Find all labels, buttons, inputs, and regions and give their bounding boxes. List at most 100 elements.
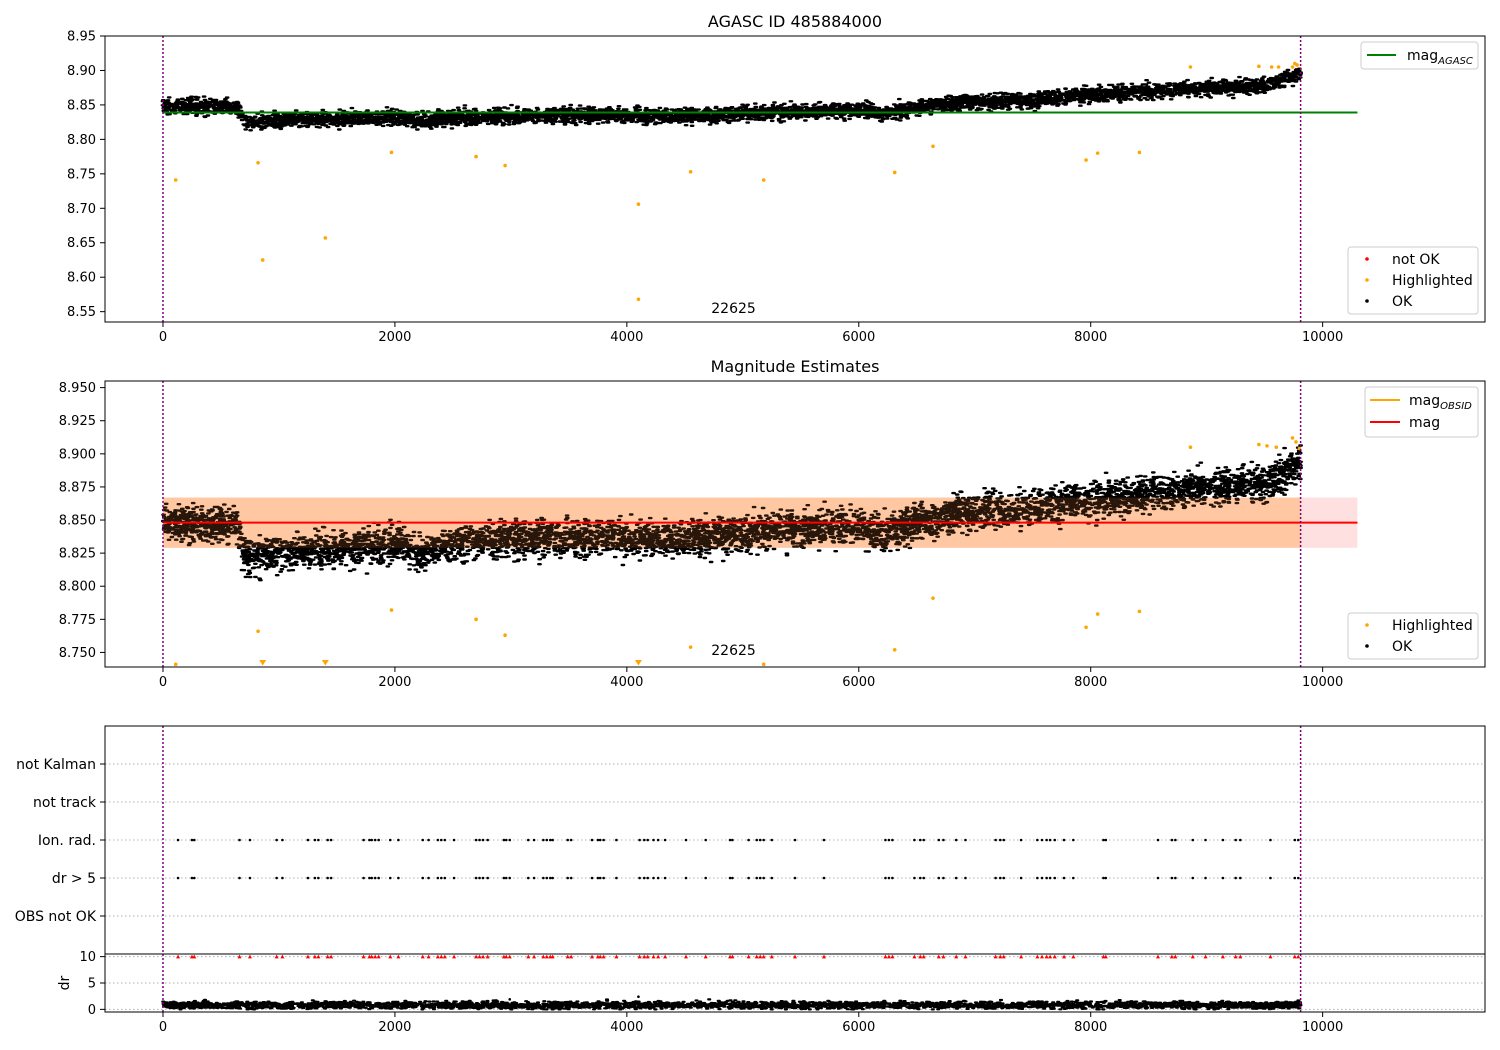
dr-clipped-marker: [936, 954, 941, 959]
flags-point: [891, 876, 894, 880]
flags-point: [596, 876, 600, 880]
flags-point: [440, 876, 443, 880]
estimates-ytick-label: 8.800: [59, 580, 96, 595]
agasc-point-legend-frame: [1347, 246, 1479, 315]
dr-outlier-point: [637, 995, 640, 999]
dr-clipped-marker: [1238, 954, 1243, 959]
flags-point: [192, 838, 196, 842]
flags-point: [190, 876, 194, 880]
flags-point: [474, 876, 478, 880]
dr-clipped-marker: [730, 954, 735, 959]
dr-clipped-marker: [1052, 954, 1057, 959]
flags-point: [913, 876, 916, 880]
agasc-highlighted-point: [931, 144, 935, 149]
flags-point: [427, 838, 430, 842]
dr-clipped-marker: [642, 954, 647, 959]
flags-point: [793, 876, 797, 880]
flags-point: [1019, 838, 1023, 842]
estimates-highlighted-point: [931, 596, 935, 600]
dr-clipped-marker: [1035, 954, 1040, 959]
flags-point: [373, 838, 377, 842]
dr-ytick-label: 0: [88, 1003, 96, 1018]
flags-point: [652, 876, 655, 880]
dr-clipped-marker: [312, 954, 317, 959]
estimates-ytick-label: 8.775: [59, 613, 96, 628]
flags-point: [656, 876, 660, 880]
flags-point: [368, 838, 371, 842]
dr-clipped-marker: [1044, 954, 1049, 959]
dr-clipped-marker: [325, 954, 330, 959]
agasc-xtick-label: 10000: [1302, 330, 1343, 345]
flags-point: [1204, 838, 1207, 842]
dr-clipped-marker: [544, 954, 549, 959]
flags-point: [1269, 838, 1272, 842]
dr-clipped-marker: [247, 954, 252, 959]
agasc-highlighted-point: [1137, 150, 1142, 155]
flags-point: [954, 876, 958, 880]
flags-point: [590, 876, 594, 880]
dr-clipped-marker: [569, 954, 574, 959]
estimates-highlighted-point: [503, 633, 507, 638]
flags-point: [1048, 838, 1052, 842]
dr-clipped-marker: [396, 954, 401, 959]
flags-point: [1002, 838, 1006, 842]
flags-point: [532, 838, 536, 842]
flags-point: [551, 838, 554, 842]
dr-panel: 0 2000 4000 6000 8000 10000 0 5 10 dr: [57, 950, 1486, 1035]
flags-point: [275, 876, 278, 880]
flags-point: [1269, 876, 1272, 880]
flags-point: [1002, 876, 1006, 880]
flags-point: [891, 838, 894, 842]
agasc-legend-point-label: OK: [1392, 294, 1413, 310]
flags-point: [504, 838, 508, 842]
agasc-highlighted-point: [1295, 63, 1299, 67]
flags-point: [452, 876, 456, 880]
flags-point: [545, 876, 549, 880]
dr-clipped-marker: [1233, 954, 1238, 959]
dr-clipped-marker: [912, 954, 917, 959]
flags-point: [502, 876, 506, 880]
agasc-xtick-label: 2000: [378, 330, 411, 345]
flags-point: [176, 876, 180, 880]
dr-clipped-marker: [565, 954, 570, 959]
dr-clipped-marker: [1155, 954, 1160, 959]
flags-point: [481, 838, 485, 842]
flags-point: [1239, 876, 1242, 880]
estimates-ytick-label: 8.900: [59, 447, 96, 462]
estimates-legend-point-label: Highlighted: [1392, 618, 1473, 634]
flags-point: [994, 838, 997, 842]
dr-clipped-marker: [1103, 954, 1108, 959]
flags-point: [313, 838, 317, 842]
flags-point: [440, 838, 443, 842]
flags-point: [887, 876, 891, 880]
flags-point: [486, 838, 489, 842]
dr-xtick-label: 4000: [610, 1020, 643, 1035]
agasc-line-legend-frame: [1360, 41, 1479, 70]
dr-clipped-marker: [941, 954, 946, 959]
agasc-highlighted-point: [1084, 158, 1088, 162]
dr-clipped-marker: [420, 954, 425, 959]
estimates-highlighted-point: [688, 645, 693, 649]
dr-clipped-marker: [316, 954, 321, 959]
flags-point: [474, 838, 478, 842]
flags-panel: not Kalman not track Ion. rad. dr > 5 OBS no…: [15, 725, 1486, 955]
flags-category-label: not Kalman: [16, 757, 96, 773]
flags-point: [436, 838, 440, 842]
dr-clipped-marker: [550, 954, 555, 959]
flags-point: [770, 876, 774, 880]
dr-clipped-marker: [442, 954, 447, 959]
flags-point: [762, 876, 765, 880]
dr-clipped-marker: [1190, 954, 1195, 959]
estimates-plot-frame: [104, 380, 1486, 668]
dr-clipped-marker: [485, 954, 490, 959]
flags-point: [329, 876, 333, 880]
dr-clipped-marker: [656, 954, 661, 959]
flags-point: [913, 838, 916, 842]
estimates-legend-point-swatch: [1365, 623, 1369, 627]
flags-point: [937, 876, 941, 880]
flags-point: [1204, 876, 1207, 880]
agasc-highlighted-point: [636, 297, 641, 302]
flags-point: [508, 876, 512, 880]
estimates-highlighted-point: [1294, 440, 1298, 444]
flags-point: [486, 876, 489, 880]
